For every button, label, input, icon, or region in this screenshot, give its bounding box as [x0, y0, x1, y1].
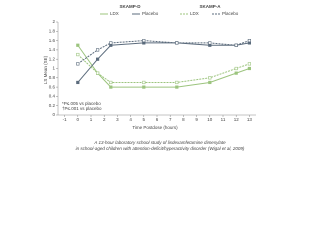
- point: [175, 41, 179, 45]
- legend-label: LDX: [190, 11, 199, 16]
- point: [76, 52, 80, 57]
- y-tick-label: 0: [52, 112, 55, 117]
- point: [247, 38, 252, 43]
- point: [96, 71, 100, 75]
- y-tick-label: 1.6: [49, 38, 56, 43]
- y-tick-label: 1.8: [49, 28, 56, 33]
- footnote: *P≤.005 vs placebo: [62, 101, 101, 106]
- point: [247, 66, 252, 71]
- point: [142, 80, 146, 85]
- x-tick-label: 11: [221, 117, 226, 122]
- point: [142, 85, 146, 89]
- legend-label: Placebo: [142, 11, 159, 16]
- series-line: [77, 54, 250, 83]
- point: [76, 62, 80, 66]
- point: [175, 85, 179, 89]
- x-tick-label: 4: [129, 117, 132, 122]
- caption: A 13-hour laboratory school study of lis…: [93, 140, 226, 145]
- point: [109, 85, 113, 89]
- x-tick-label: 12: [234, 117, 240, 122]
- x-tick-label: 9: [195, 117, 198, 122]
- x-tick-label: 3: [116, 117, 119, 122]
- x-tick-label: 7: [169, 117, 172, 122]
- point: [109, 41, 113, 45]
- x-tick-label: 5: [143, 117, 146, 122]
- y-tick-label: 1: [52, 66, 55, 71]
- x-axis-label: Time Postdose (hours): [132, 125, 178, 130]
- point: [142, 38, 146, 43]
- x-tick-label: 10: [207, 117, 213, 122]
- y-tick-label: 0.4: [49, 94, 56, 99]
- x-tick-label: -1: [63, 117, 67, 122]
- point: [96, 48, 100, 52]
- caption: in school-aged children with attention-d…: [76, 146, 245, 151]
- x-tick-label: 6: [156, 117, 159, 122]
- y-tick-label: 0.6: [49, 84, 56, 89]
- legend-label: LDX: [110, 11, 119, 16]
- point: [247, 62, 252, 66]
- x-tick-label: 8: [182, 117, 185, 122]
- chart: Time Postdose (hours) LS Mean (SE) A 13-…: [43, 4, 256, 151]
- point: [234, 71, 238, 75]
- y-axis-label: LS Mean (SE): [43, 55, 48, 84]
- x-tick-label: 2: [103, 117, 106, 122]
- point: [175, 80, 179, 85]
- y-tick-label: 1.2: [49, 56, 56, 61]
- point: [96, 57, 100, 61]
- legend-title: SKAMP-A: [200, 4, 222, 9]
- series-line: [77, 40, 250, 65]
- point: [76, 80, 80, 85]
- x-tick-label: 1: [90, 117, 93, 122]
- x-tick-label: 13: [247, 117, 253, 122]
- point: [208, 41, 212, 45]
- point: [76, 43, 80, 47]
- point: [208, 76, 212, 80]
- y-tick-label: 2: [52, 19, 55, 24]
- footnote: †P≤.001 vs placebo: [62, 106, 102, 111]
- series-line: [77, 42, 250, 83]
- point: [234, 43, 238, 47]
- point: [208, 80, 212, 85]
- legend-title: SKAMP-D: [120, 4, 142, 9]
- series-line: [77, 44, 250, 88]
- point: [234, 66, 238, 71]
- point: [109, 80, 113, 85]
- y-tick-label: 0.2: [49, 103, 56, 108]
- x-tick-label: 0: [77, 117, 80, 122]
- y-tick-label: 1.4: [49, 47, 56, 52]
- legend-label: Placebo: [222, 11, 239, 16]
- y-tick-label: 0.8: [49, 75, 56, 80]
